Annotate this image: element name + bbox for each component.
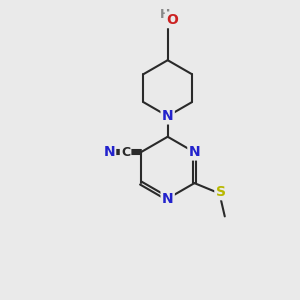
Text: H: H xyxy=(160,8,170,21)
Text: O: O xyxy=(166,13,178,27)
Text: N: N xyxy=(189,145,200,159)
Text: N: N xyxy=(162,109,173,123)
Text: N: N xyxy=(162,192,173,206)
Text: C: C xyxy=(121,146,130,159)
Text: S: S xyxy=(216,185,226,199)
Text: N: N xyxy=(103,145,115,159)
